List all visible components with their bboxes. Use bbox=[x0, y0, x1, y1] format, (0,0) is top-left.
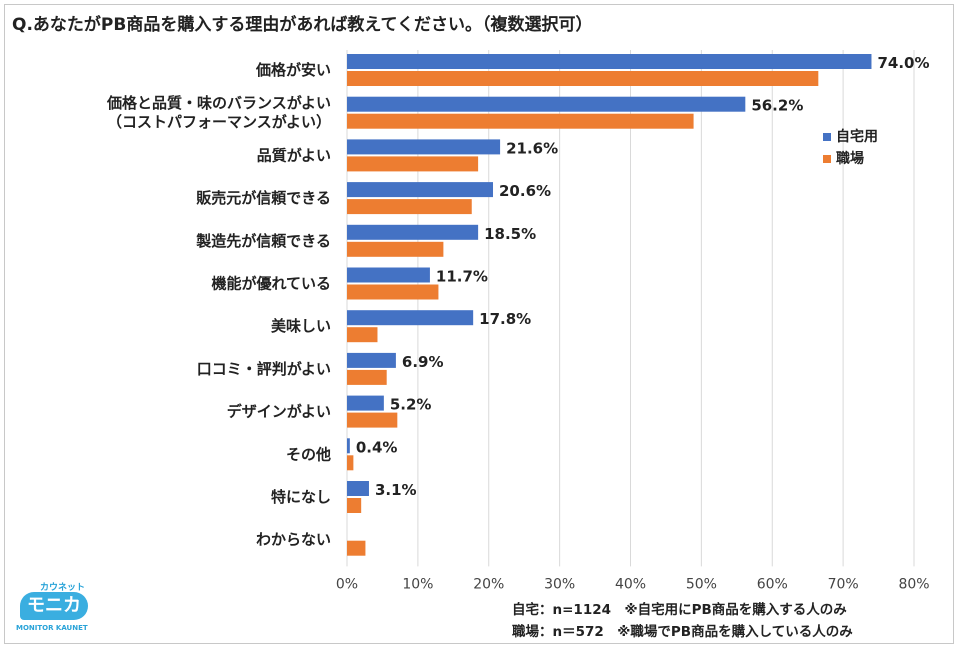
data-label: 17.8% bbox=[479, 310, 531, 328]
logo-top-text: カウネット bbox=[40, 583, 86, 593]
legend-swatch bbox=[823, 133, 831, 141]
chart-frame bbox=[4, 4, 954, 644]
data-label: 74.0% bbox=[877, 54, 929, 72]
data-label: 20.6% bbox=[499, 182, 551, 200]
bar-home bbox=[347, 96, 746, 112]
category-label: 販売元が信頼できる bbox=[196, 189, 331, 207]
data-label: 3.1% bbox=[375, 481, 417, 499]
logo-main-text: モニカ bbox=[20, 592, 88, 620]
bar-office bbox=[347, 241, 444, 257]
bar-office bbox=[347, 156, 479, 172]
category-label: わからない bbox=[256, 531, 331, 549]
x-tick-label: 70% bbox=[828, 576, 859, 592]
category-label: 機能が優れている bbox=[211, 275, 331, 293]
data-label: 11.7% bbox=[436, 268, 488, 286]
data-label: 6.9% bbox=[402, 353, 444, 371]
category-label: 価格と品質・味のバランスがよい bbox=[106, 94, 331, 112]
category-label: 美味しい bbox=[271, 317, 331, 335]
legend-swatch bbox=[823, 155, 831, 163]
bar-home bbox=[347, 267, 430, 283]
category-label: 製造先が信頼できる bbox=[195, 232, 331, 250]
x-tick-label: 20% bbox=[473, 576, 504, 592]
chart-title: Q.あなたがPB商品を購入する理由があれば教えてください。（複数選択可） bbox=[12, 15, 593, 35]
sample-note-office: 職場：n＝572 ※職場でPB商品を購入している人のみ bbox=[512, 624, 853, 640]
x-tick-label: 30% bbox=[544, 576, 575, 592]
bar-home bbox=[347, 438, 350, 454]
bar-office bbox=[347, 327, 378, 343]
category-label: デザインがよい bbox=[227, 403, 331, 421]
bar-home bbox=[347, 139, 501, 155]
bar-home bbox=[347, 352, 396, 368]
data-label: 56.2% bbox=[751, 97, 803, 115]
bar-home bbox=[347, 54, 872, 69]
logo-sub-text: MONITOR KAUNET bbox=[16, 624, 88, 632]
x-tick-label: 60% bbox=[757, 576, 788, 592]
monica-logo: カウネット モニカ MONITOR KAUNET bbox=[14, 580, 104, 640]
bar-office bbox=[347, 284, 439, 300]
bar-home bbox=[347, 395, 384, 411]
category-label: 特になし bbox=[271, 488, 331, 506]
bar-home bbox=[347, 310, 474, 326]
category-label: （コストパフォーマンスがよい） bbox=[107, 113, 331, 131]
x-tick-label: 50% bbox=[686, 576, 717, 592]
bar-office bbox=[347, 369, 387, 385]
data-label: 0.4% bbox=[356, 438, 398, 456]
data-label: 5.2% bbox=[390, 396, 432, 414]
x-tick-label: 80% bbox=[898, 576, 929, 592]
bar-office bbox=[347, 113, 694, 129]
bar-home bbox=[347, 481, 369, 496]
category-label: 価格が安い bbox=[255, 61, 331, 79]
bar-office bbox=[347, 412, 398, 428]
category-label: 品質がよい bbox=[257, 146, 331, 164]
bar-office bbox=[347, 498, 362, 513]
data-label: 21.6% bbox=[506, 139, 558, 157]
legend-label: 職場 bbox=[836, 150, 864, 167]
legend-label: 自宅用 bbox=[836, 128, 878, 145]
data-label: 18.5% bbox=[484, 225, 536, 243]
sample-note-home: 自宅：n=1124 ※自宅用にPB商品を購入する人のみ bbox=[512, 602, 847, 618]
x-tick-label: 10% bbox=[402, 576, 433, 592]
bar-office bbox=[347, 71, 819, 86]
category-label: その他 bbox=[286, 445, 331, 463]
x-tick-label: 40% bbox=[615, 576, 646, 592]
bar-office bbox=[347, 455, 354, 471]
bar-home bbox=[347, 224, 479, 240]
bar-office bbox=[347, 199, 472, 215]
bar-home bbox=[347, 182, 494, 198]
bar-office bbox=[347, 540, 366, 556]
x-tick-label: 0% bbox=[336, 576, 358, 592]
category-label: 口コミ・評判がよい bbox=[197, 360, 331, 378]
